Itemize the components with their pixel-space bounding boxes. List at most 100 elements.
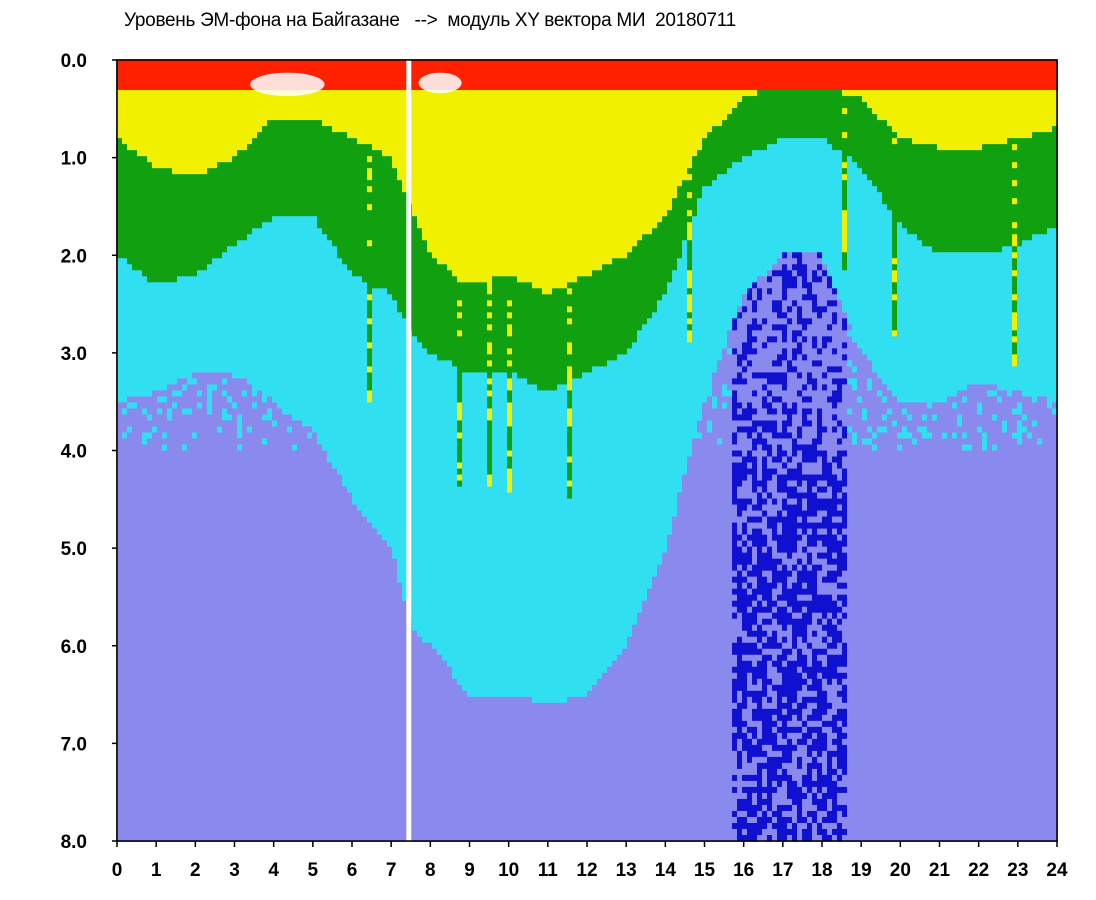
heatmap-cell [292, 264, 297, 270]
heatmap-cell [302, 523, 307, 529]
heatmap-cell [232, 132, 237, 138]
heatmap-cell [247, 216, 252, 222]
heatmap-cell [127, 318, 132, 324]
heatmap-cell [122, 481, 127, 487]
heatmap-cell [187, 60, 192, 66]
heatmap-cell [127, 721, 132, 727]
heatmap-cell [292, 823, 297, 829]
heatmap-cell [202, 595, 207, 601]
heatmap-cell [267, 715, 272, 721]
heatmap-cell [287, 396, 292, 402]
heatmap-cell [257, 553, 262, 559]
heatmap-cell [157, 90, 162, 96]
heatmap-cell [187, 775, 192, 781]
heatmap-cell [177, 631, 182, 637]
heatmap-cell [202, 294, 207, 300]
heatmap-cell [237, 595, 242, 601]
heatmap-cell [302, 162, 307, 168]
heatmap-cell [272, 751, 277, 757]
heatmap-cell [297, 655, 302, 661]
heatmap-cell [117, 805, 122, 811]
heatmap-cell [262, 499, 267, 505]
heatmap-cell [232, 529, 237, 535]
heatmap-cell [232, 360, 237, 366]
heatmap-cell [162, 511, 167, 517]
heatmap-cell [217, 583, 222, 589]
heatmap-cell [142, 264, 147, 270]
heatmap-cell [252, 571, 257, 577]
heatmap-cell [187, 372, 192, 378]
heatmap-cell [132, 294, 137, 300]
heatmap-cell [127, 426, 132, 432]
heatmap-cell [142, 589, 147, 595]
heatmap-cell [127, 222, 132, 228]
heatmap-cell [202, 517, 207, 523]
heatmap-cell [132, 360, 137, 366]
heatmap-cell [292, 114, 297, 120]
heatmap-cell [182, 312, 187, 318]
heatmap-cell [247, 174, 252, 180]
heatmap-cell [212, 72, 217, 78]
heatmap-cell [147, 126, 152, 132]
heatmap-cell [207, 192, 212, 198]
heatmap-cell [152, 715, 157, 721]
heatmap-cell [192, 210, 197, 216]
heatmap-cell [257, 306, 262, 312]
heatmap-cell [297, 481, 302, 487]
heatmap-cell [302, 150, 307, 156]
heatmap-cell [147, 817, 152, 823]
heatmap-cell [152, 691, 157, 697]
heatmap-cell [177, 90, 182, 96]
heatmap-cell [212, 823, 217, 829]
heatmap-cell [187, 210, 192, 216]
heatmap-cell [207, 769, 212, 775]
heatmap-cell [297, 643, 302, 649]
heatmap-cell [282, 541, 287, 547]
heatmap-cell [232, 535, 237, 541]
heatmap-cell [212, 264, 217, 270]
heatmap-cell [182, 715, 187, 721]
heatmap-cell [222, 733, 227, 739]
heatmap-cell [187, 438, 192, 444]
heatmap-cell [207, 457, 212, 463]
heatmap-cell [162, 595, 167, 601]
heatmap-cell [162, 324, 167, 330]
heatmap-cell [157, 312, 162, 318]
heatmap-cell [222, 258, 227, 264]
heatmap-cell [307, 180, 312, 186]
heatmap-cell [242, 697, 247, 703]
heatmap-cell [117, 186, 122, 192]
heatmap-cell [127, 805, 132, 811]
heatmap-cell [137, 535, 142, 541]
heatmap-cell [137, 432, 142, 438]
heatmap-cell [232, 246, 237, 252]
heatmap-cell [282, 553, 287, 559]
heatmap-cell [127, 751, 132, 757]
heatmap-cell [187, 691, 192, 697]
heatmap-cell [137, 108, 142, 114]
heatmap-cell [187, 751, 192, 757]
heatmap-cell [157, 270, 162, 276]
heatmap-cell [192, 583, 197, 589]
heatmap-cell [267, 775, 272, 781]
heatmap-cell [242, 715, 247, 721]
heatmap-cell [207, 240, 212, 246]
heatmap-cell [122, 667, 127, 673]
heatmap-cell [222, 384, 227, 390]
heatmap-cell [227, 763, 232, 769]
heatmap-cell [167, 499, 172, 505]
heatmap-cell [132, 613, 137, 619]
heatmap-cell [272, 156, 277, 162]
heatmap-cell [257, 186, 262, 192]
heatmap-cell [117, 438, 122, 444]
heatmap-cell [157, 637, 162, 643]
heatmap-cell [237, 673, 242, 679]
heatmap-cell [132, 583, 137, 589]
heatmap-cell [212, 739, 217, 745]
heatmap-cell [302, 252, 307, 258]
heatmap-cell [177, 138, 182, 144]
heatmap-cell [297, 763, 302, 769]
heatmap-cell [242, 661, 247, 667]
heatmap-cell [272, 667, 277, 673]
heatmap-cell [117, 180, 122, 186]
